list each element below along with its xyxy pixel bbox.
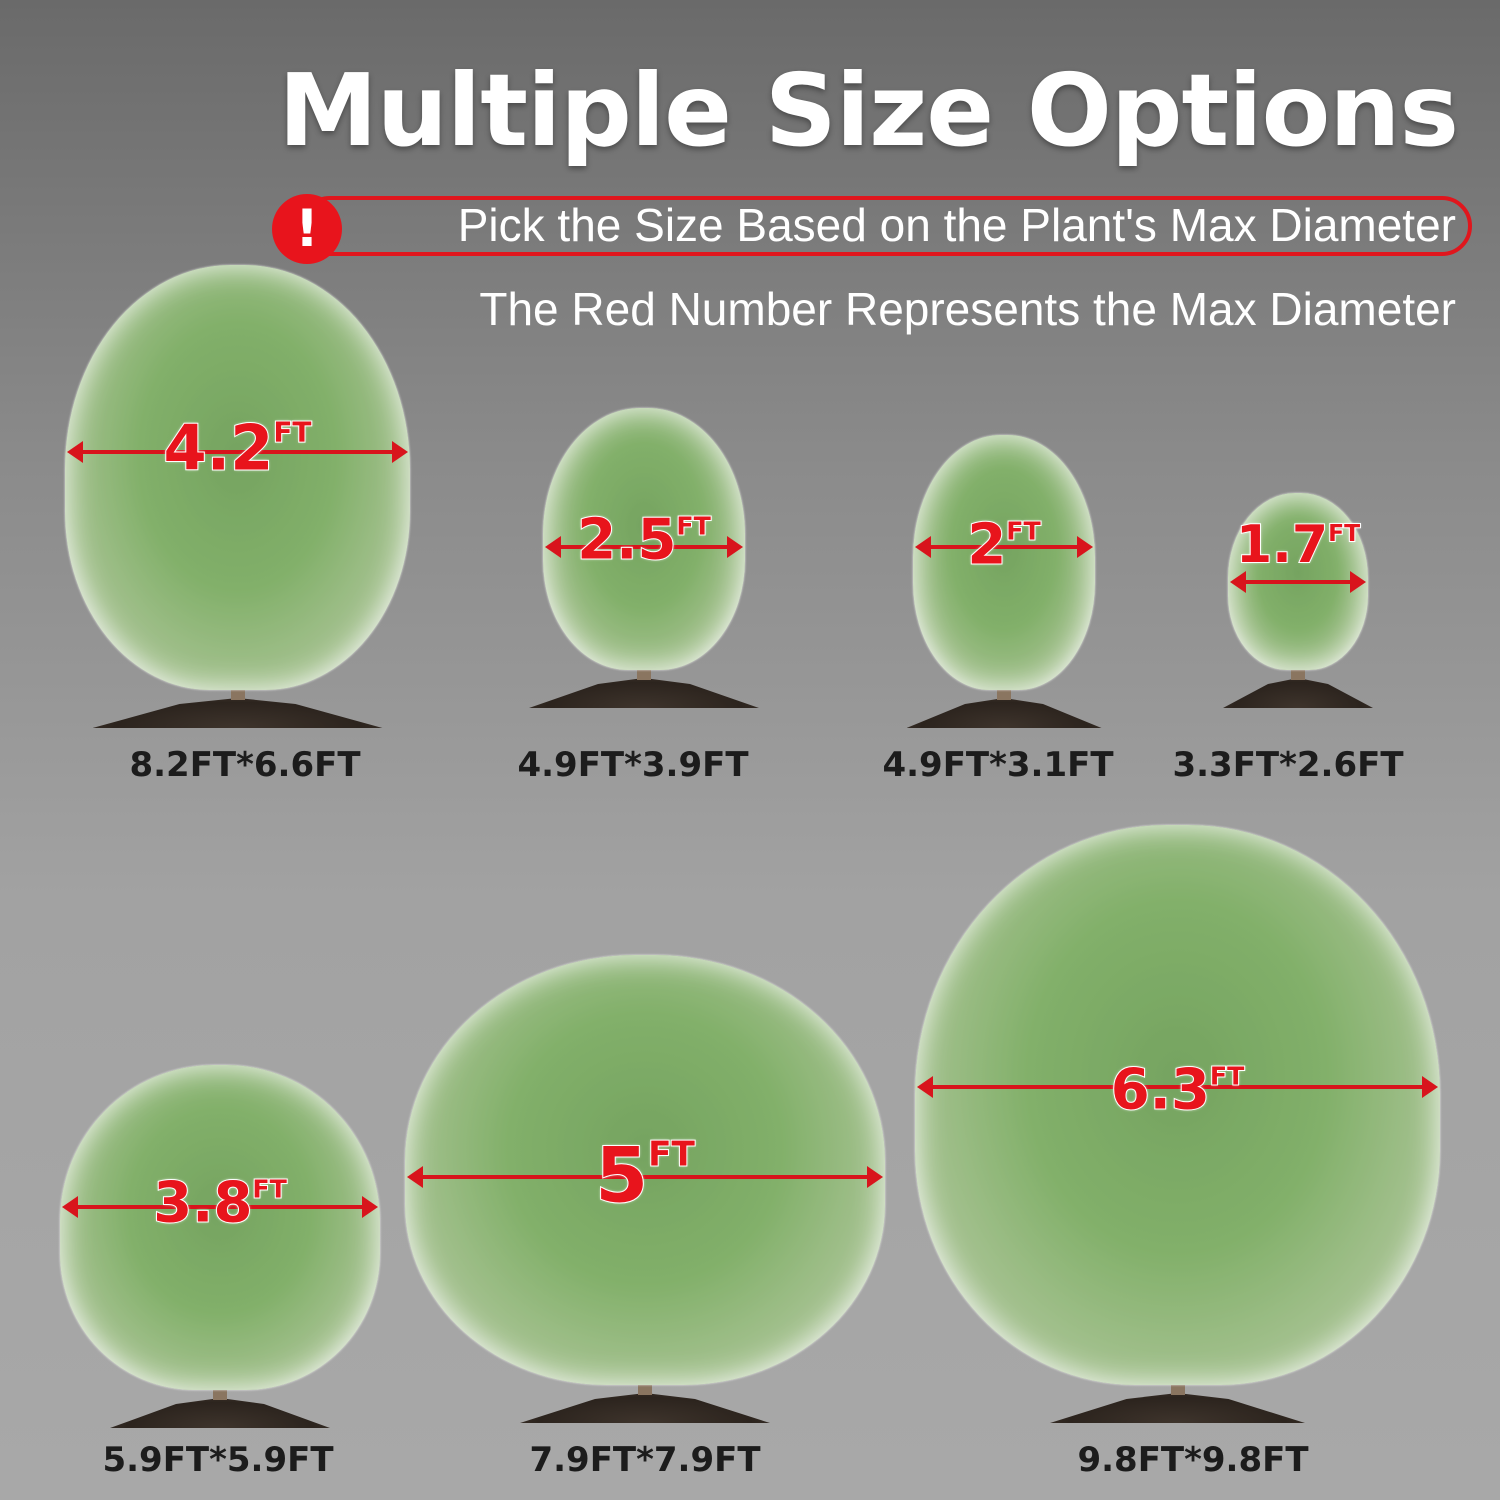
diameter-arrow [915,536,1093,558]
diameter-value: 1.7 [1235,514,1329,576]
diameter-unit: FT [647,1134,696,1176]
diameter-unit: FT [1005,516,1041,547]
diameter-arrow [1230,571,1366,593]
tree-in-cover-image [405,955,885,1385]
soil-mound [520,1393,770,1423]
soil-mound [529,678,759,708]
page-title: Multiple Size Options [278,52,1459,169]
tree-in-cover-image [915,825,1440,1385]
diameter-label: 1.7FT [1235,514,1361,576]
cover-size-label: 8.2FT*6.6FT [129,745,361,785]
diameter-arrow [67,441,408,463]
cover-size-label: 3.3FT*2.6FT [1172,745,1404,785]
diameter-unit: FT [1209,1061,1245,1092]
tree-in-cover-image [60,1065,380,1390]
exclamation-circle-icon: ! [272,194,342,264]
tree-in-cover-image [543,408,745,670]
diameter-label: 4.2FT [163,411,313,486]
cover-size-label: 7.9FT*7.9FT [529,1440,761,1480]
diameter-unit: FT [251,1174,287,1205]
subtitle: Pick the Size Based on the Plant's Max D… [457,199,1456,251]
diameter-label: 2.5FT [576,507,712,574]
diameter-arrow [917,1076,1438,1098]
diameter-value: 6.3 [1110,1057,1211,1124]
diameter-value: 5 [594,1130,649,1221]
diameter-unit: FT [1327,518,1361,548]
diameter-arrow [545,536,743,558]
soil-mound [110,1398,330,1428]
diameter-value: 3.8 [152,1170,253,1237]
diameter-value: 2.5 [576,507,677,574]
cover-size-label: 5.9FT*5.9FT [102,1440,334,1480]
diameter-label: 5FT [594,1130,696,1221]
cover-size-label: 4.9FT*3.1FT [882,745,1114,785]
diameter-value: 2 [966,512,1007,579]
tree-in-cover-image [65,265,410,690]
soil-mound [1223,678,1373,708]
tree-in-cover-image [913,435,1095,690]
soil-mound [906,698,1102,728]
soil-mound [1050,1393,1305,1423]
diameter-arrow [407,1166,883,1188]
soil-mound [92,698,383,728]
diameter-arrow [62,1196,378,1218]
diameter-label: 3.8FT [152,1170,288,1237]
cover-size-label: 4.9FT*3.9FT [517,745,749,785]
note-text: The Red Number Represents the Max Diamet… [479,283,1456,335]
diameter-unit: FT [675,511,711,542]
diameter-label: 2FT [966,512,1041,579]
cover-size-label: 9.8FT*9.8FT [1077,1440,1309,1480]
diameter-unit: FT [272,415,312,450]
diameter-value: 4.2 [163,411,275,486]
diameter-label: 6.3FT [1110,1057,1246,1124]
